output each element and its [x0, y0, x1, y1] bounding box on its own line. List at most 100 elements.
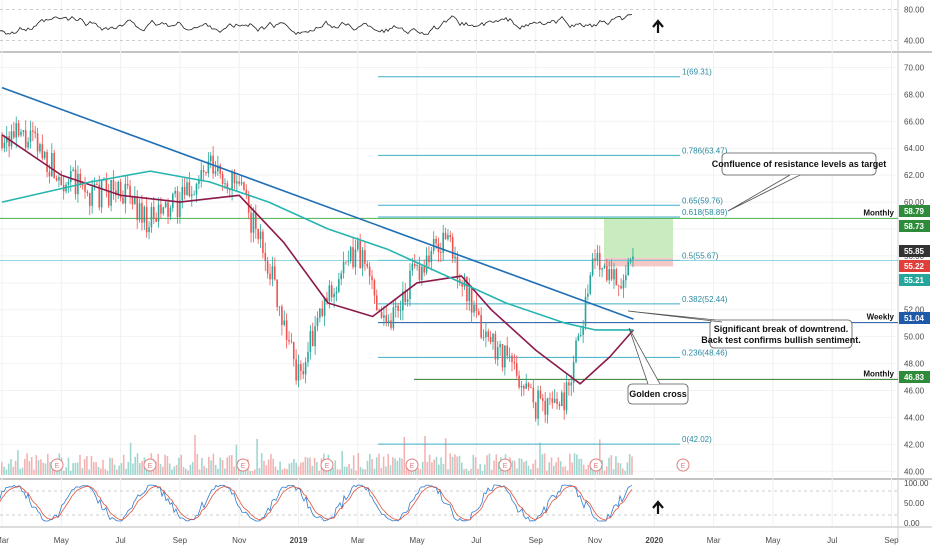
candle-body — [273, 266, 276, 280]
candle-body — [504, 345, 506, 368]
volume-bar — [166, 456, 169, 475]
fib-label-0.236: 0.236(48.46) — [682, 348, 728, 357]
candle-body — [115, 190, 117, 196]
volume-bar — [553, 465, 555, 475]
x-tick-label: Nov — [588, 536, 602, 545]
volume-bar — [12, 466, 15, 475]
earnings-marker — [50, 458, 64, 472]
candle-body — [534, 402, 537, 419]
candle-body — [333, 293, 335, 298]
x-tick-label: Mar — [707, 536, 721, 545]
volume-bar — [599, 439, 601, 475]
candle-body — [58, 176, 60, 181]
rsi-line — [0, 14, 633, 35]
candle-body — [477, 311, 480, 315]
candle-body — [281, 306, 283, 325]
candle-body — [32, 130, 34, 132]
fib-label-0.65: 0.65(59.76) — [682, 196, 723, 205]
earnings-marker-label: E — [148, 463, 153, 470]
candle-body — [1, 134, 3, 149]
candle-body — [601, 268, 603, 270]
candle-body — [138, 203, 141, 220]
candle-body — [487, 331, 490, 338]
volume-bar — [185, 468, 187, 475]
candle-body — [179, 200, 181, 218]
volume-bar — [168, 463, 171, 475]
volume-bar — [116, 469, 118, 475]
candle-body — [591, 258, 594, 276]
candle-body — [468, 287, 471, 302]
candle-body — [579, 334, 582, 336]
volume-bar — [49, 462, 51, 475]
candle-body — [316, 317, 319, 327]
volume-bar — [562, 466, 564, 475]
candle-body — [444, 232, 447, 240]
candle-body — [411, 263, 414, 271]
candle-body — [387, 320, 390, 323]
annotation-pointer — [628, 327, 661, 385]
candle-body — [582, 326, 584, 335]
candle-body — [105, 178, 108, 192]
candle-body — [34, 131, 37, 134]
x-tick-label: Jul — [471, 536, 481, 545]
earnings-marker — [589, 458, 603, 472]
candle-body — [608, 269, 611, 281]
price-tick-label: 40.00 — [904, 467, 925, 476]
volume-bar — [187, 470, 189, 475]
candle-body — [257, 228, 259, 240]
volume-bar — [214, 464, 217, 475]
candle-body — [575, 340, 577, 363]
volume-bar — [419, 469, 422, 475]
x-tick-label: May — [765, 536, 780, 545]
volume-bar — [228, 455, 231, 475]
candle-body — [518, 375, 520, 388]
volume-bar — [111, 458, 113, 475]
stochastic-panel — [0, 480, 932, 526]
volume-bar — [19, 468, 21, 475]
volume-bar — [488, 453, 491, 475]
volume-bar — [442, 463, 445, 475]
candle-body — [150, 206, 153, 228]
volume-bar — [5, 469, 8, 475]
volume-bar — [573, 453, 576, 475]
volume-bar — [274, 466, 277, 475]
price-tag-label: 58.79 — [904, 207, 925, 216]
price-tick-label: 46.00 — [904, 387, 925, 396]
candle-body — [563, 392, 565, 411]
volume-bar — [40, 459, 42, 475]
candle-body — [383, 315, 385, 318]
volume-bar — [461, 462, 463, 475]
candle-body — [88, 193, 91, 206]
price-panel — [0, 54, 932, 478]
candle-body — [193, 194, 195, 196]
stochastic-tick-label: 0.00 — [904, 519, 920, 528]
candle-body — [252, 212, 255, 233]
candle-body — [364, 250, 366, 264]
volume-bar — [520, 458, 523, 475]
x-tick-label: Mar — [351, 536, 365, 545]
candle-body — [603, 265, 606, 269]
candle-body — [570, 382, 573, 386]
price-tick-label: 50.00 — [904, 333, 925, 342]
volume-bar — [42, 462, 44, 475]
candle-body — [304, 362, 307, 375]
volume-bar — [14, 460, 17, 475]
volume-bar — [93, 462, 95, 475]
earnings-marker-label: E — [594, 463, 599, 470]
volume-bar — [316, 462, 318, 475]
candle-body — [96, 183, 98, 185]
volume-bar — [396, 460, 399, 475]
volume-bar — [210, 460, 212, 475]
volume-bar — [231, 455, 233, 475]
x-tick-label: Mar — [0, 536, 9, 545]
candle-body — [164, 202, 167, 208]
candle-body — [169, 208, 172, 217]
price-tag-label: 58.73 — [904, 222, 925, 231]
candle-body — [174, 190, 176, 194]
candle-body — [224, 183, 226, 185]
volume-bar — [624, 470, 626, 475]
volume-bar — [132, 463, 134, 475]
up-arrow-icon — [652, 500, 664, 514]
volume-bar — [428, 454, 431, 475]
